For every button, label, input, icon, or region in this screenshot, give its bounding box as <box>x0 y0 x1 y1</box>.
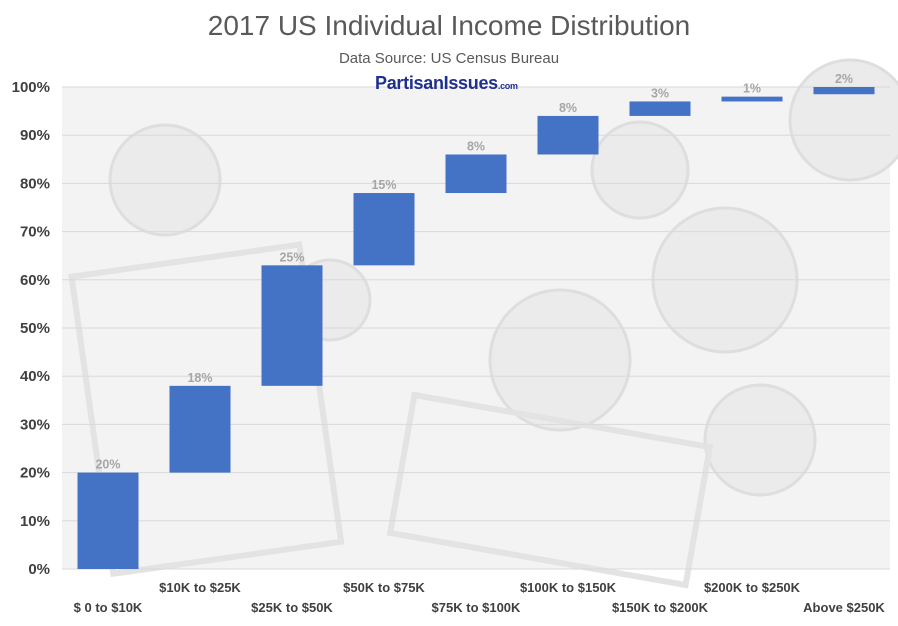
y-tick-label: 10% <box>20 513 50 530</box>
y-tick-label: 50% <box>20 320 50 337</box>
data-label: 25% <box>279 250 304 264</box>
y-tick-label: 100% <box>12 79 50 96</box>
x-tick-label: $ 0 to $10K <box>74 600 143 615</box>
y-tick-label: 30% <box>20 416 50 433</box>
coin-shape <box>590 120 690 220</box>
x-tick-label: $75K to $100K <box>432 600 521 615</box>
data-label: 3% <box>651 86 669 100</box>
coin-shape <box>703 383 817 497</box>
gridlines <box>62 86 890 570</box>
y-tick-label: 60% <box>20 272 50 289</box>
x-tick-label: $150K to $200K <box>612 600 709 615</box>
bill-shape <box>68 241 345 578</box>
x-tick-label: $100K to $150K <box>520 580 617 595</box>
watermark-logo: PartisanIssues.com <box>375 73 518 93</box>
data-label: 1% <box>743 82 761 96</box>
bill-shape <box>386 391 714 589</box>
x-tick-label: $50K to $75K <box>343 580 425 595</box>
x-tick-label: Above $250K <box>803 600 885 615</box>
bar <box>813 87 875 95</box>
x-tick-label: $200K to $250K <box>704 580 801 595</box>
coin-shape <box>108 123 222 237</box>
coin-shape <box>488 288 632 432</box>
x-tick-label: $10K to $25K <box>159 580 241 595</box>
y-tick-label: 0% <box>28 561 50 578</box>
data-labels: 20% 18% 25% 15% 8% 8% 3% 1% 2% <box>95 72 853 472</box>
bar <box>261 265 323 386</box>
y-tick-label: 90% <box>20 127 50 144</box>
bars <box>77 87 875 569</box>
y-axis-ticks: 0% 10% 20% 30% 40% 50% 60% 70% 80% 90% 100% <box>12 79 50 578</box>
bar <box>77 472 139 569</box>
bar <box>537 115 599 155</box>
x-axis-ticks: $ 0 to $10K $10K to $25K $25K to $50K $50K … <box>74 580 886 615</box>
bar <box>445 154 507 194</box>
bar <box>353 193 415 266</box>
chart-subtitle: Data Source: US Census Bureau <box>338 50 560 67</box>
x-tick-label: $25K to $50K <box>251 600 333 615</box>
data-label: 18% <box>187 371 212 385</box>
data-label: 8% <box>467 139 485 153</box>
data-label: 2% <box>835 72 853 86</box>
chart-title: 2017 US Individual Income Distribution <box>207 10 691 41</box>
data-label: 8% <box>559 101 577 115</box>
y-tick-label: 40% <box>20 368 50 385</box>
y-tick-label: 80% <box>20 175 50 192</box>
data-label: 15% <box>371 178 396 192</box>
y-tick-label: 70% <box>20 224 50 241</box>
data-label: 20% <box>95 458 120 472</box>
bar <box>169 385 231 473</box>
bar <box>629 101 691 116</box>
bar <box>721 96 783 102</box>
y-tick-label: 20% <box>20 465 50 482</box>
